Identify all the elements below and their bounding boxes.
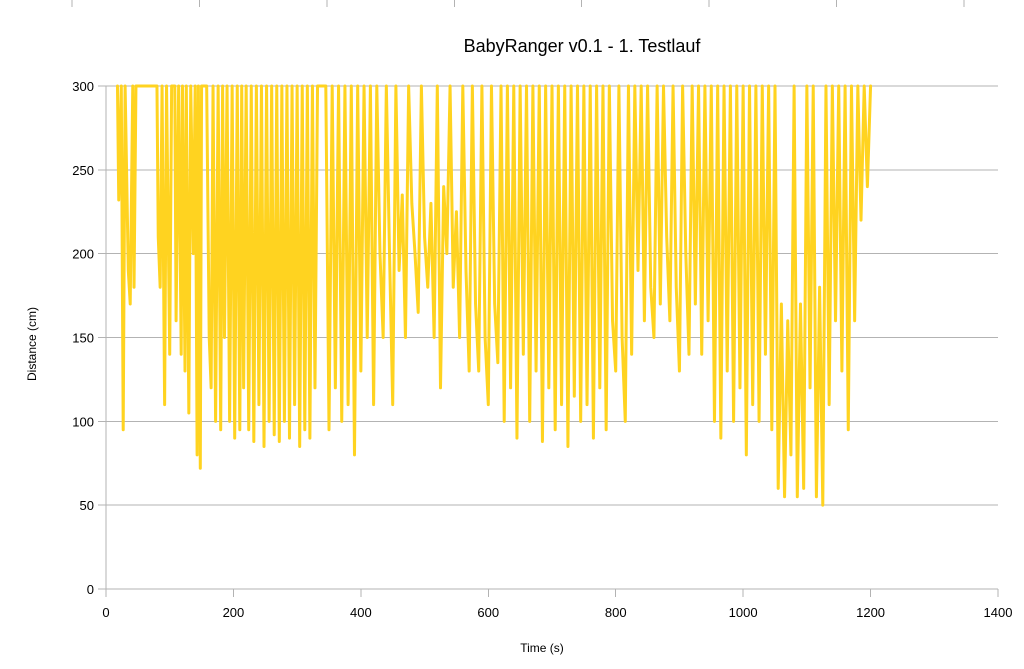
y-tick-label: 200 [72, 247, 94, 262]
chart-title: BabyRanger v0.1 - 1. Testlauf [464, 36, 702, 56]
y-tick-label: 50 [80, 498, 94, 513]
y-tick-label: 100 [72, 414, 94, 429]
series-group [115, 84, 873, 507]
x-tick-label: 1000 [729, 605, 758, 620]
x-tick-label: 1200 [856, 605, 885, 620]
y-tick-label: 150 [72, 331, 94, 346]
y-axis-title: Distance (cm) [25, 307, 39, 381]
x-tick-label: 800 [605, 605, 627, 620]
y-tick-label: 250 [72, 163, 94, 178]
y-axis-ticks: 0 50 100 150 200 250 300 [72, 79, 106, 597]
x-axis-ticks: 0 200 400 600 800 1000 1200 1400 [102, 589, 1012, 620]
y-tick-label: 300 [72, 79, 94, 94]
x-tick-label: 400 [350, 605, 372, 620]
top-tick-marks [71, 0, 965, 7]
x-tick-label: 1400 [984, 605, 1013, 620]
x-tick-label: 200 [223, 605, 245, 620]
y-tick-label: 0 [87, 582, 94, 597]
x-axis-title: Time (s) [520, 641, 564, 655]
distance-series-line [115, 84, 873, 507]
x-tick-label: 0 [102, 605, 109, 620]
x-tick-label: 600 [477, 605, 499, 620]
